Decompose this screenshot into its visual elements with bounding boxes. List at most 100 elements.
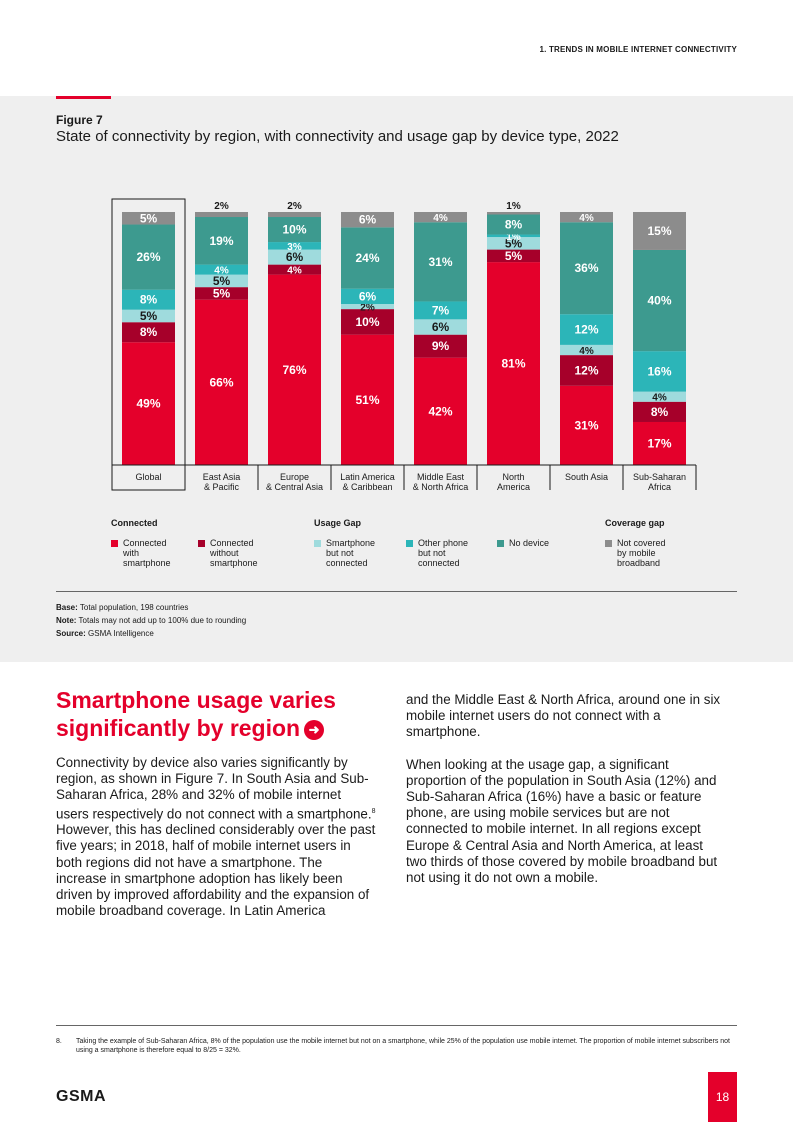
category-tick-label: America [497,482,530,492]
legend-swatch [111,540,118,547]
legend-label: Connected without smartphone [210,538,258,568]
data-label: 4% [214,266,229,277]
gsma-logo: GSMA [56,1088,106,1105]
category-tick-label: East Asia [203,472,241,482]
data-label: 26% [136,250,160,264]
footnote-ref[interactable]: 8 [371,807,376,815]
bar-segment [268,264,321,275]
bar-segment [414,334,467,358]
legend-group-title: Connected [111,518,158,528]
data-label: 4% [579,346,594,357]
data-label: 17% [647,436,671,450]
category-tick-label: & Caribbean [342,482,392,492]
data-label: 36% [574,261,598,275]
legend-swatch [314,540,321,547]
data-label: 9% [432,339,450,353]
bar-segment [487,262,540,465]
bar-segment [195,212,248,218]
footnote-number: 8. [56,1038,62,1045]
data-label: 10% [355,315,379,329]
category-tick-label: & Pacific [204,482,240,492]
base-note: Base: Total population, 198 countries [56,603,189,612]
data-label: 6% [286,250,304,264]
legend-label: No device [509,538,550,548]
data-label: 16% [647,364,671,378]
data-label: 6% [432,320,450,334]
data-label: 2% [360,303,375,314]
bar-segment [122,309,175,323]
body-column-left: Connectivity by device also varies signi… [56,755,376,936]
bar-segment [560,212,613,223]
category-tick-label: South Asia [565,472,608,482]
data-label: 66% [209,375,233,389]
bar-segment [414,357,467,465]
data-label: 6% [359,213,377,227]
bar-segment [122,322,175,343]
body-column-right: and the Middle East & North Africa, arou… [406,692,726,902]
bar-segment [341,334,394,465]
data-label: 4% [287,266,302,277]
global-highlight-frame [111,198,186,491]
body-paragraph: and the Middle East & North Africa, arou… [406,692,721,740]
data-label: 10% [282,223,306,237]
data-label: 6% [359,289,377,303]
bar-segment [487,212,540,215]
bar-segment [487,249,540,263]
bar-segment [487,237,540,250]
bar-segment [487,214,540,235]
data-label: 5% [505,249,523,263]
footnote-text: Taking the example of Sub-Saharan Africa… [76,1038,730,1054]
bar-segment [341,288,394,304]
data-label: 5% [140,309,158,323]
bar-segment [122,342,175,465]
data-label: 1% [506,201,521,212]
bar-segment [633,401,686,422]
body-paragraph: When looking at the usage gap, a signifi… [406,756,718,886]
category-tick-label: & Central Asia [266,482,323,492]
legend-label: Other phone but not connected [418,538,469,568]
bar-segment [122,224,175,290]
legend-label: Not covered by mobile broadband [617,538,666,568]
arrow-right-icon: ➜ [304,720,325,740]
bar-segment [268,217,321,243]
category-tick-label: Sub-Saharan [633,472,686,482]
data-label: 2% [287,201,302,212]
legend-group-title: Usage Gap [314,518,362,528]
data-label: 31% [574,418,598,432]
category-tick-label: & North Africa [413,482,469,492]
body-paragraph: Connectivity by device also varies signi… [56,755,376,919]
bar-segment [122,289,175,310]
bar-segment [560,385,613,465]
bar-segment [414,222,467,302]
running-header: 1. TRENDS IN MOBILE INTERNET CONNECTIVIT… [539,45,737,54]
data-label: 7% [432,303,450,317]
legend-swatch [406,540,413,547]
data-label: 5% [213,286,231,300]
legend-swatch [497,540,504,547]
legend-swatch [198,540,205,547]
legend-label: Smartphone but not connected [326,538,376,568]
source-note: Source: GSMA Intelligence [56,629,154,638]
category-tick-label: Latin America [340,472,395,482]
data-label: 8% [140,293,158,307]
bar-segment [414,301,467,320]
bar-segment [195,299,248,465]
data-label: 8% [140,325,158,339]
data-label: 4% [579,213,594,224]
bar-segment [341,304,394,310]
bar-segment [341,309,394,335]
rounding-note: Note: Totals may not add up to 100% due … [56,616,247,625]
data-label: 81% [501,357,525,371]
data-label: 4% [433,213,448,224]
footnote-divider [56,1025,737,1026]
bar-segment [341,212,394,228]
data-label: 12% [574,363,598,377]
bar-segment [560,314,613,345]
section-heading: Smartphone usage varies significantly by… [56,687,336,741]
data-label: 51% [355,393,379,407]
legend-label: Connected with smartphone [123,538,171,568]
data-label: 15% [647,224,671,238]
bar-segment [195,264,248,275]
figure-divider [56,591,737,592]
